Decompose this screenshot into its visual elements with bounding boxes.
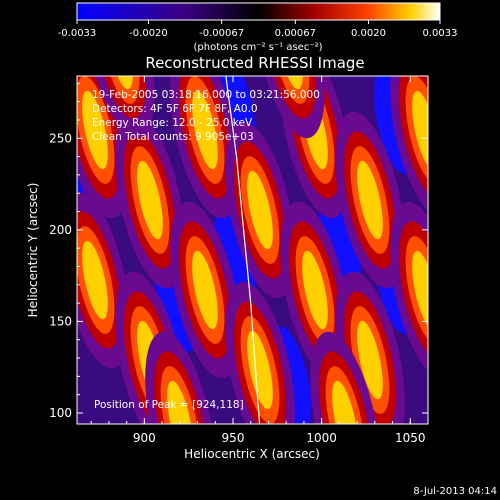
annotation-time-range: 19-Feb-2005 03:18:16.000 to 03:21:56.000 — [92, 89, 320, 101]
heatmap-positive-lobe — [137, 160, 163, 240]
chart-title: Reconstructed RHESSI Image — [145, 54, 364, 72]
colorbar-tick-label: 0.0033 — [423, 28, 458, 39]
heatmap-positive-lobe — [357, 160, 383, 240]
y-axis-label: Heliocentric Y (arcsec) — [26, 183, 40, 318]
heatmap-positive-lobe — [167, 380, 193, 424]
y-tick-label: 200 — [49, 223, 72, 237]
heatmap-positive-lobe — [192, 90, 218, 170]
heatmap-positive-lobe — [247, 170, 273, 250]
colorbar-unit-label: (photons cm⁻² s⁻¹ asec⁻²) — [193, 42, 322, 53]
heatmap-positive-lobe — [302, 250, 328, 330]
heatmap-positive-lobe — [357, 320, 383, 400]
footer-timestamp: 8-Jul-2013 04:14 — [413, 486, 497, 497]
colorbar-tick-label: 0.00067 — [275, 28, 316, 39]
x-tick-label: 1050 — [395, 431, 426, 445]
solar-limb-line — [225, 76, 261, 424]
colorbar-frame — [76, 2, 441, 21]
annotation-peak-position: Position of Peak = [924,118] — [94, 399, 244, 411]
y-tick-label: 150 — [49, 314, 72, 328]
colorbar-tick-label: -0.0033 — [58, 28, 97, 39]
colorbar-tick-label: -0.00067 — [199, 28, 244, 39]
x-tick-label: 950 — [222, 431, 245, 445]
x-tick-label: 900 — [133, 431, 156, 445]
colorbar — [77, 3, 440, 20]
y-axis-ticks: 100 150 200 250 — [49, 82, 428, 420]
y-tick-label: 100 — [49, 406, 72, 420]
annotation-detectors: Detectors: 4F 5F 6F 7F 8F, A0.0 — [92, 103, 258, 115]
heatmap-positive-lobe — [82, 240, 108, 320]
colorbar-tick-label: -0.0020 — [129, 28, 168, 39]
heatmap-image — [77, 76, 428, 424]
annotation-clean: Clean Total counts: 9.905e+03 — [92, 131, 254, 143]
heatmap-positive-lobe — [82, 90, 108, 170]
x-axis-label: Heliocentric X (arcsec) — [184, 447, 320, 461]
heatmap-positive-lobe — [412, 90, 428, 170]
x-axis-ticks: 900 950 1000 1050 — [90, 76, 429, 445]
heatmap-positive-lobe — [332, 380, 358, 424]
annotation-block: 19-Feb-2005 03:18:16.000 to 03:21:56.000… — [92, 89, 320, 143]
colorbar-ticks: -0.0033 -0.0020 -0.00067 0.00067 0.0020 0.003… — [58, 20, 458, 39]
annotation-energy: Energy Range: 12.0 - 25.0 keV — [92, 117, 253, 129]
heatmap-positive-lobe — [412, 250, 428, 330]
y-tick-label: 250 — [49, 131, 72, 145]
colorbar-tick-label: 0.0020 — [351, 28, 386, 39]
heatmap-positive-lobe — [192, 250, 218, 330]
plot-frame — [76, 75, 429, 425]
x-tick-label: 1000 — [306, 431, 337, 445]
